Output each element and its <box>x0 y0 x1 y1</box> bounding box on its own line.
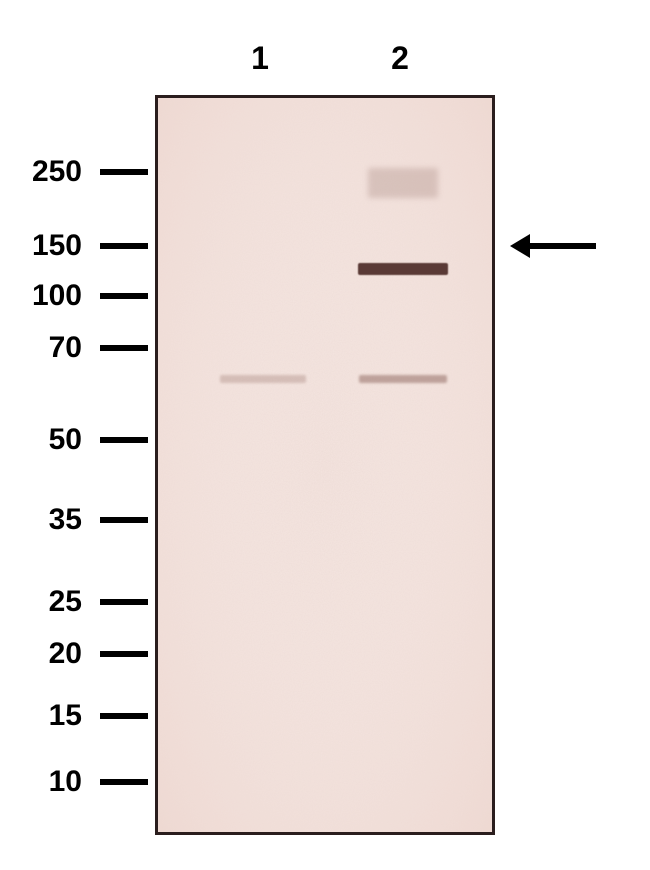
mw-label-15: 15 <box>49 699 82 733</box>
mw-tick-25 <box>100 599 148 605</box>
band-2 <box>220 375 306 383</box>
mw-label-10: 10 <box>49 765 82 799</box>
lane-label-1: 1 <box>251 40 269 77</box>
mw-tick-15 <box>100 713 148 719</box>
arrow-left-icon <box>510 226 596 266</box>
mw-label-20: 20 <box>49 637 82 671</box>
band-indicator-arrow <box>510 226 596 266</box>
mw-label-50: 50 <box>49 423 82 457</box>
mw-label-250: 250 <box>32 155 82 189</box>
mw-tick-10 <box>100 779 148 785</box>
mw-label-25: 25 <box>49 585 82 619</box>
mw-label-70: 70 <box>49 331 82 365</box>
band-1 <box>359 375 447 383</box>
figure-canvas: 1 2 250 150 100 70 50 35 25 20 15 10 <box>0 0 650 870</box>
mw-tick-70 <box>100 345 148 351</box>
mw-label-35: 35 <box>49 503 82 537</box>
mw-tick-100 <box>100 293 148 299</box>
band-0 <box>358 263 448 275</box>
lane-label-2: 2 <box>391 40 409 77</box>
blot-membrane <box>155 95 495 835</box>
mw-label-150: 150 <box>32 229 82 263</box>
membrane-texture <box>158 98 492 832</box>
mw-tick-35 <box>100 517 148 523</box>
mw-label-100: 100 <box>32 279 82 313</box>
mw-tick-250 <box>100 169 148 175</box>
mw-tick-20 <box>100 651 148 657</box>
mw-tick-150 <box>100 243 148 249</box>
mw-tick-50 <box>100 437 148 443</box>
band-3 <box>368 168 438 198</box>
